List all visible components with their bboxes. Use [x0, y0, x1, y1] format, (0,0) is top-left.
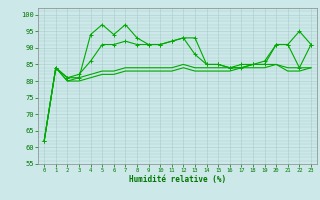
X-axis label: Humidité relative (%): Humidité relative (%) [129, 175, 226, 184]
